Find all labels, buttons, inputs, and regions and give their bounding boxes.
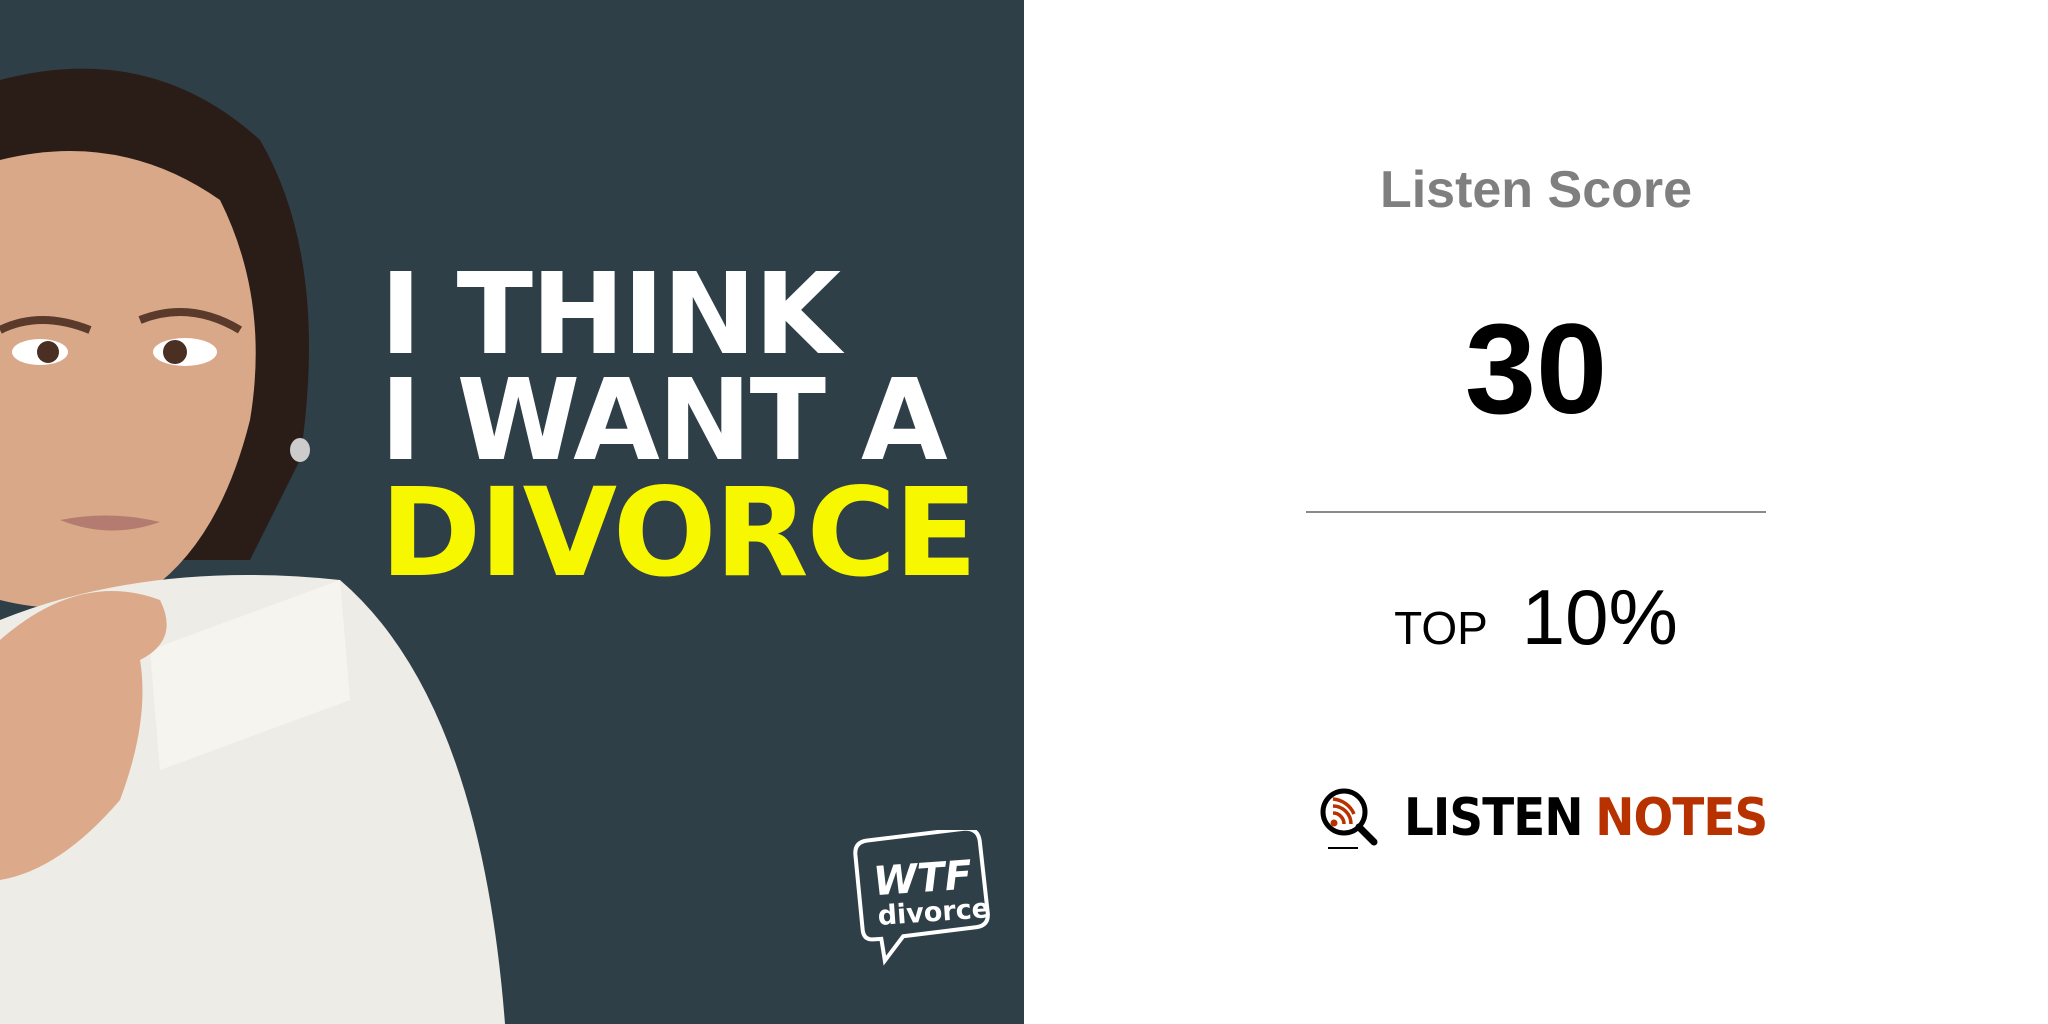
listen-score-value: 30 (1464, 298, 1608, 441)
divider (1306, 511, 1766, 513)
woman-portrait-image (0, 68, 505, 1024)
magnifier-podcast-icon (1320, 788, 1378, 849)
podcast-cover-art: I THINK I WANT A DIVORCE WTF divorce (0, 0, 1024, 1024)
wtf-divorce-logo: WTF divorce (853, 830, 991, 966)
listen-score-panel: Listen Score 30 TOP 10% LISTEN NOTES (1024, 0, 2048, 1024)
headline-line-3: DIVORCE (380, 462, 977, 604)
global-rank: TOP 10% (1024, 572, 2048, 663)
brand-word-listen: LISTEN NOTES (1404, 788, 1768, 848)
headline-line-2: I WANT A (380, 356, 948, 486)
cover-headline: I THINK I WANT A DIVORCE (380, 250, 977, 604)
rank-prefix: TOP (1394, 602, 1488, 654)
svg-text:WTF: WTF (872, 852, 974, 905)
rank-value: 10% (1521, 573, 1678, 661)
headline-line-1: I THINK (380, 250, 841, 380)
brand-listen-text: LISTEN (1404, 788, 1584, 848)
listen-notes-logo: LISTEN NOTES (1318, 786, 1808, 850)
listen-score-title: Listen Score (1379, 161, 1693, 219)
brand-word-notes: NOTES (1595, 788, 1768, 848)
